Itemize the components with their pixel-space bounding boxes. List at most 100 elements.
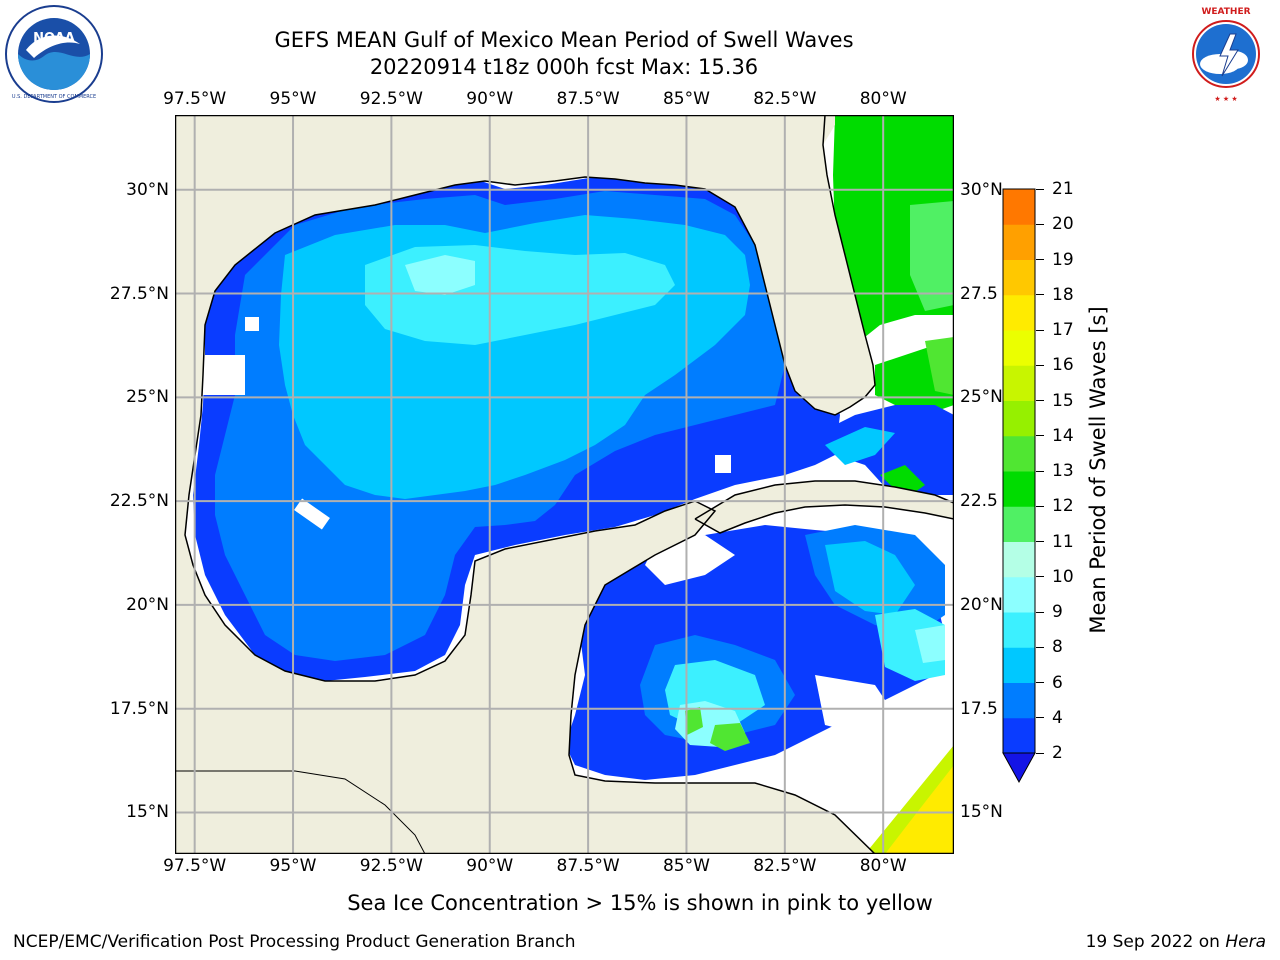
lat-tick-right-6: 15°N	[960, 802, 1003, 823]
colorbar-tick-6: 11	[1052, 531, 1074, 552]
lat-tick-right-1: 27.5	[960, 283, 998, 304]
lon-tick-top-1: 95°W	[269, 89, 317, 109]
lon-tick-top-6: 82.5°W	[753, 89, 817, 109]
lat-tick-right-0: 30°N	[960, 179, 1003, 200]
lat-tick-left-3: 22.5°N	[109, 491, 169, 512]
colorbar-tick-mark-0	[1036, 752, 1044, 754]
colorbar-tick-mark-11	[1036, 364, 1044, 366]
colorbar	[1002, 188, 1036, 784]
colorbar-segment-8	[1003, 435, 1035, 472]
colorbar-tick-mark-2	[1036, 682, 1044, 683]
national-weather-service-logo-icon: WEATHER ★ ★ ★	[1178, 6, 1274, 103]
colorbar-segment-12	[1003, 294, 1035, 331]
colorbar-segment-4	[1003, 576, 1035, 613]
lon-tick-top-5: 85°W	[662, 89, 710, 109]
longitude-gridlines	[193, 115, 885, 854]
lon-tick-bottom-5: 85°W	[662, 856, 710, 876]
colorbar-frame	[1002, 188, 1036, 754]
swell-period-map	[175, 115, 954, 854]
colorbar-tick-10: 15	[1052, 390, 1074, 411]
lon-tick-top-2: 92.5°W	[359, 89, 423, 109]
swell-9to10-region	[405, 255, 475, 295]
colorbar-segment-2	[1003, 647, 1035, 683]
lat-tick-right-2: 25°N	[960, 387, 1003, 408]
colorbar-tick-mark-5	[1036, 576, 1044, 578]
lon-tick-bottom-2: 92.5°W	[359, 856, 423, 876]
lon-tick-top-0: 97.5°W	[163, 89, 227, 109]
colorbar-tick-mark-8	[1036, 470, 1044, 472]
colorbar-tick-5: 10	[1052, 566, 1074, 587]
svg-text:U.S. DEPARTMENT OF COMMERCE: U.S. DEPARTMENT OF COMMERCE	[12, 94, 96, 100]
colorbar-segment-1	[1003, 682, 1035, 719]
lat-tick-left-4: 20°N	[126, 594, 169, 615]
colorbar-segment-7	[1003, 471, 1035, 507]
colorbar-tick-15: 20	[1052, 214, 1074, 235]
chart-subtitle: 20220914 t18z 000h fcst Max: 15.36	[369, 55, 759, 79]
colorbar-tick-mark-7	[1036, 505, 1044, 507]
colorbar-tick-13: 18	[1052, 284, 1074, 305]
credit-left: NCEP/EMC/Verification Post Processing Pr…	[13, 932, 576, 952]
colorbar-tick-0: 2	[1052, 743, 1063, 763]
lon-tick-bottom-3: 90°W	[466, 856, 514, 876]
colorbar-tick-mark-12	[1036, 329, 1044, 331]
colorbar-tick-12: 17	[1052, 320, 1074, 340]
colorbar-tick-4: 9	[1052, 602, 1063, 622]
colorbar-tick-mark-4	[1036, 611, 1044, 613]
sea-ice-footnote: Sea Ice Concentration > 15% is shown in …	[347, 891, 933, 915]
lat-tick-right-5: 17.5	[960, 698, 998, 719]
colorbar-tick-mark-1	[1036, 717, 1044, 719]
colorbar-segment-9	[1003, 400, 1035, 437]
colorbar-segment-13	[1003, 259, 1035, 296]
credit-date: 19 Sep 2022 on	[1085, 932, 1226, 952]
colorbar-tick-mark-16	[1036, 188, 1044, 190]
colorbar-segment-15	[1003, 189, 1035, 225]
colorbar-segment-5	[1003, 541, 1035, 578]
lat-tick-left-1: 27.5°N	[109, 283, 169, 304]
colorbar-tick-3: 8	[1052, 637, 1063, 658]
colorbar-segment-3	[1003, 612, 1035, 648]
latitude-gridlines	[175, 188, 954, 814]
colorbar-segment-0	[1003, 717, 1035, 754]
lat-tick-left-0: 30°N	[126, 179, 169, 200]
colorbar-tick-mark-6	[1036, 541, 1044, 542]
colorbar-tick-11: 16	[1052, 355, 1074, 376]
colorbar-tick-mark-10	[1036, 400, 1044, 401]
colorbar-label: Mean Period of Swell Waves [s]	[1086, 306, 1110, 634]
colorbar-extend-arrow	[1002, 752, 1036, 784]
colorbar-segment-11	[1003, 330, 1035, 366]
colorbar-tick-7: 12	[1052, 496, 1074, 517]
chart-title: GEFS MEAN Gulf of Mexico Mean Period of …	[274, 28, 854, 52]
lat-tick-left-6: 15°N	[126, 802, 169, 823]
colorbar-tick-mark-9	[1036, 435, 1044, 437]
colorbar-tick-mark-13	[1036, 294, 1044, 296]
colorbar-segment-10	[1003, 365, 1035, 401]
lon-tick-bottom-1: 95°W	[269, 856, 317, 876]
svg-text:★ ★ ★: ★ ★ ★	[1214, 95, 1237, 103]
colorbar-tick-14: 19	[1052, 249, 1074, 270]
lat-tick-right-3: 22.5	[960, 491, 998, 512]
lon-tick-top-3: 90°W	[466, 89, 514, 109]
colorbar-tick-mark-15	[1036, 223, 1044, 225]
lon-tick-bottom-0: 97.5°W	[163, 856, 227, 876]
lon-tick-bottom-7: 80°W	[859, 856, 907, 876]
noaa-logo-text: NOAA	[33, 31, 75, 46]
svg-text:WEATHER: WEATHER	[1201, 7, 1250, 17]
colorbar-segment-14	[1003, 224, 1035, 260]
colorbar-tick-9: 14	[1052, 425, 1074, 446]
lon-tick-bottom-4: 87.5°W	[556, 856, 620, 876]
lat-tick-left-5: 17.5°N	[109, 698, 169, 719]
colorbar-tick-1: 4	[1052, 707, 1063, 728]
credit-host: Hera	[1225, 932, 1266, 952]
colorbar-tick-8: 13	[1052, 461, 1074, 481]
lon-tick-top-4: 87.5°W	[556, 89, 620, 109]
colorbar-tick-2: 6	[1052, 672, 1063, 693]
colorbar-segment-6	[1003, 506, 1035, 542]
lon-tick-top-7: 80°W	[859, 89, 907, 109]
credit-right: 19 Sep 2022 on Hera	[1086, 932, 1266, 952]
lat-tick-right-4: 20°N	[960, 594, 1003, 615]
colorbar-tick-mark-3	[1036, 646, 1044, 648]
colorbar-tick-16: 21	[1052, 179, 1074, 199]
lat-tick-left-2: 25°N	[126, 387, 169, 408]
noaa-logo-icon: NOAA U.S. DEPARTMENT OF COMMERCE	[5, 5, 103, 103]
map-frame	[175, 115, 954, 854]
